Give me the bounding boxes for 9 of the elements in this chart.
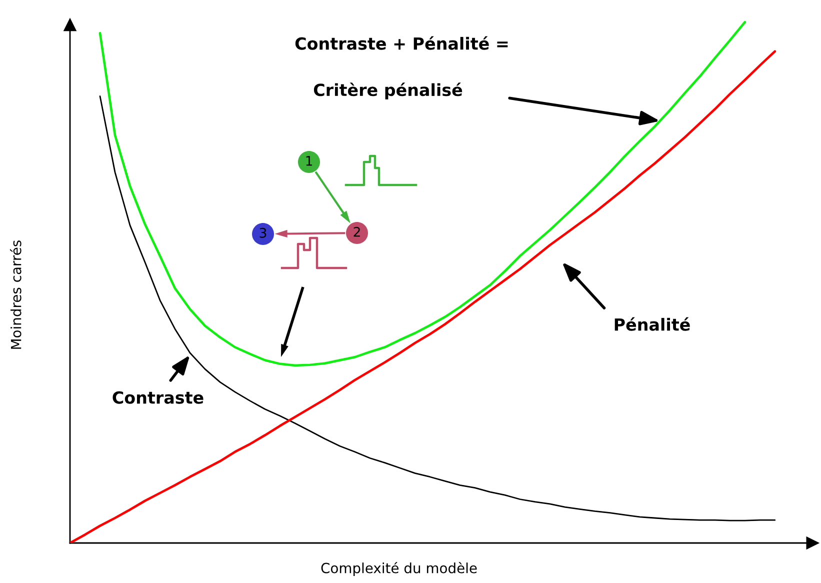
annotation: Critère pénalisé bbox=[314, 82, 462, 100]
y-axis-title: Moindres carrés bbox=[10, 240, 22, 349]
x-axis-title: Complexité du modèle bbox=[321, 562, 477, 576]
annotation: Pénalité bbox=[614, 317, 690, 331]
annotation: 1 bbox=[306, 156, 312, 166]
annotation: Contraste + Pénalité = bbox=[295, 36, 508, 50]
annotation: Contraste bbox=[112, 391, 204, 404]
annotation: 2 bbox=[354, 226, 360, 237]
annotation: 3 bbox=[260, 228, 266, 238]
